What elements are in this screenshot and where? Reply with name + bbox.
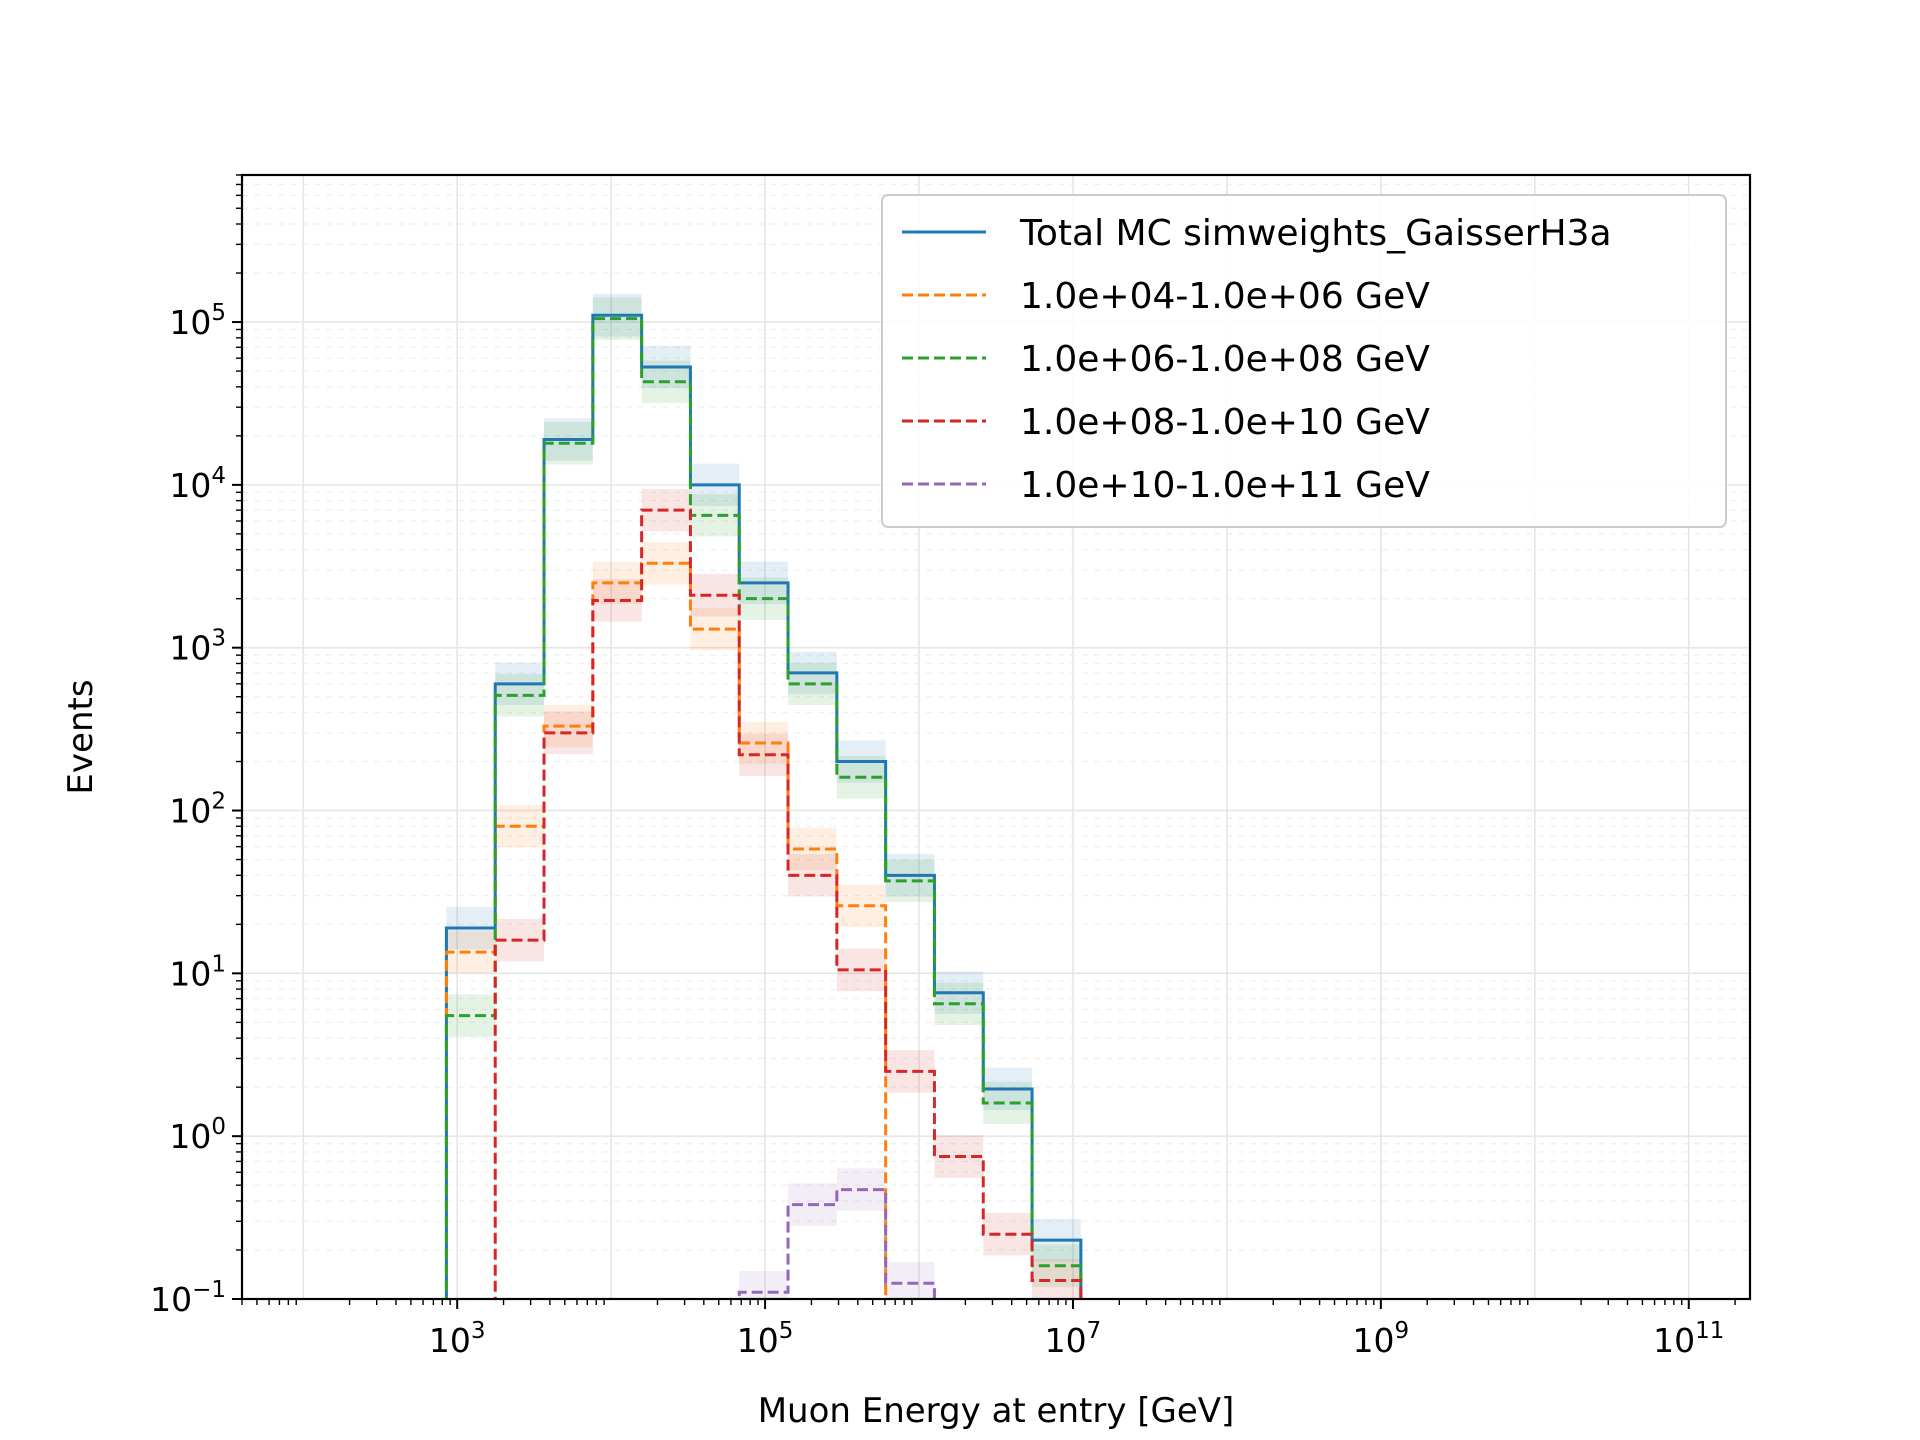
legend: Total MC simweights_GaisserH3a 1.0e+04-1.…: [881, 194, 1727, 528]
uncertainty-band: [739, 733, 789, 776]
uncertainty-band: [544, 704, 593, 748]
y-tick-label: 105: [169, 300, 226, 342]
legend-label: Total MC simweights_GaisserH3a: [1019, 213, 1612, 254]
y-tick-label: 101: [169, 951, 226, 993]
y-axis-label: Events: [61, 679, 101, 794]
uncertainty-band: [885, 1261, 935, 1299]
y-tick-label: 103: [169, 626, 226, 668]
legend-label: 1.0e+04-1.0e+06 GeV: [1020, 276, 1430, 317]
uncertainty-band: [836, 884, 886, 928]
uncertainty-band: [446, 994, 496, 1037]
legend-label: 1.0e+06-1.0e+08 GeV: [1020, 339, 1430, 380]
uncertainty-band: [690, 494, 740, 537]
uncertainty-band: [495, 674, 545, 717]
plot-frame: [240, 173, 1752, 1301]
uncertainty-band: [739, 1271, 789, 1299]
y-tick-label: 100: [169, 1114, 226, 1156]
series-line-2: [444, 317, 1083, 1299]
series-lines: [444, 313, 1083, 1299]
y-tick-label: 104: [169, 463, 226, 505]
uncertainty-band: [690, 574, 740, 617]
y-tick-label: 10−1: [150, 1277, 226, 1319]
x-tick-label: 107: [1045, 1318, 1102, 1360]
x-tick-label: 103: [429, 1318, 486, 1360]
y-tick-label: 102: [169, 789, 226, 831]
legend-label: 1.0e+08-1.0e+10 GeV: [1020, 402, 1430, 443]
x-axis-label: Muon Energy at entry [GeV]: [758, 1391, 1235, 1431]
uncertainty-band: [885, 859, 935, 903]
legend-label: 1.0e+10-1.0e+11 GeV: [1020, 465, 1430, 506]
uncertainty-band: [885, 1050, 935, 1093]
uncertainty-band: [446, 930, 496, 974]
axis-ticks: 103 105 107 109 1011 10−1 100 101 102 103 104 105: [150, 174, 1736, 1360]
uncertainty-band: [592, 579, 642, 622]
uncertainty-band: [592, 561, 642, 605]
x-tick-label: 109: [1353, 1318, 1410, 1360]
x-tick-label: 1011: [1653, 1318, 1724, 1360]
x-tick-label: 105: [737, 1318, 794, 1360]
legend-box: [881, 194, 1727, 528]
series-line-1: [444, 561, 888, 1299]
series-line-3: [493, 508, 1083, 1299]
